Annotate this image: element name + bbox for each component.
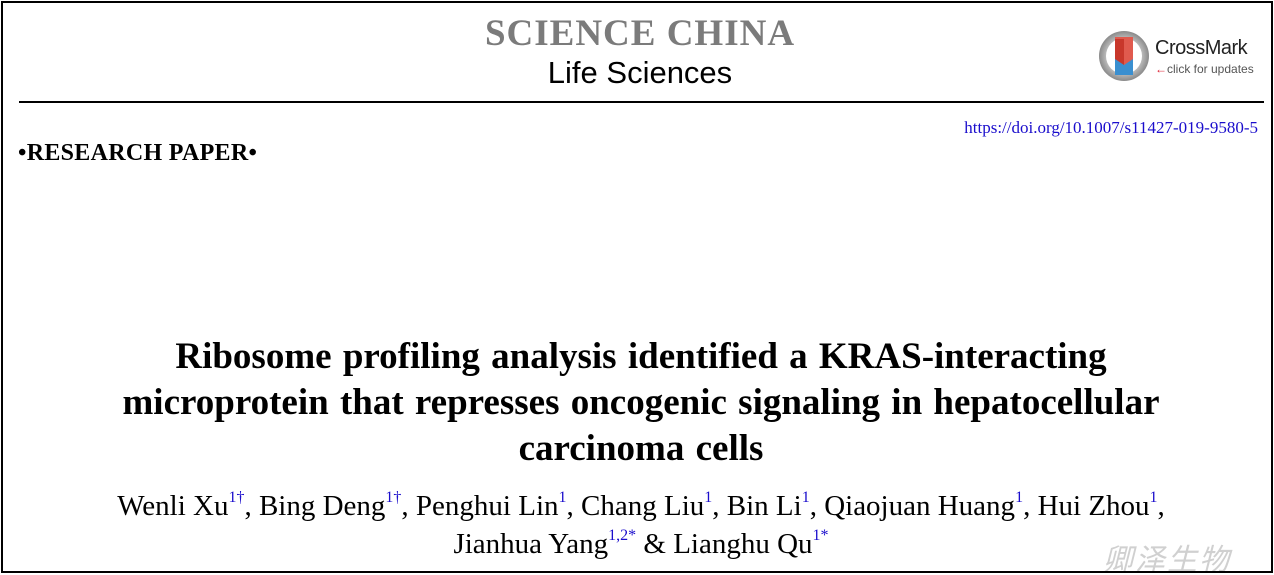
author-line: Wenli Xu1†, Bing Deng1†, Penghui Lin1, C…: [43, 487, 1239, 525]
paper-title-line: carcinoma cells: [518, 428, 764, 469]
watermark: 卿泽生物: [1103, 543, 1231, 573]
paper-title-line: Ribosome profiling analysis identified a…: [175, 336, 1107, 377]
crossmark-subtitle: ←click for updates: [1155, 62, 1254, 76]
affiliation-mark[interactable]: 1: [558, 489, 567, 506]
crossmark-icon: [1099, 31, 1149, 81]
author-line: Jianhua Yang1,2* & Lianghu Qu1*: [43, 525, 1239, 563]
affiliation-mark[interactable]: 1: [801, 489, 810, 506]
author: Penghui Lin1,: [415, 489, 582, 523]
author: Chang Liu1,: [581, 489, 727, 523]
author-list: Wenli Xu1†, Bing Deng1†, Penghui Lin1, C…: [43, 487, 1239, 563]
crossmark-badge[interactable]: CrossMark ←click for updates: [1097, 29, 1267, 85]
affiliation-mark[interactable]: 1†: [228, 489, 245, 506]
author: Jianhua Yang1,2* &: [453, 527, 674, 561]
affiliation-mark[interactable]: 1*: [812, 527, 829, 544]
author: Qiaojuan Huang1,: [824, 489, 1038, 523]
author: Bing Deng1†,: [258, 489, 416, 523]
header-rule: [19, 101, 1264, 103]
paper-title-line: microprotein that represses oncogenic si…: [122, 382, 1160, 423]
affiliation-mark[interactable]: 1: [1015, 489, 1024, 506]
affiliation-mark[interactable]: 1†: [385, 489, 402, 506]
journal-section: Life Sciences: [547, 55, 733, 90]
paper-title: Ribosome profiling analysis identified a…: [43, 334, 1239, 472]
crossmark-subtitle-text: click for updates: [1167, 62, 1254, 76]
author: Lianghu Qu1*: [673, 527, 829, 561]
crossmark-title: CrossMark: [1155, 37, 1248, 59]
journal-name: SCIENCE CHINA: [484, 13, 796, 54]
paper-type: •RESEARCH PAPER•: [18, 140, 258, 166]
author: Bin Li1,: [726, 489, 825, 523]
doi-link[interactable]: https://doi.org/10.1007/s11427-019-9580-…: [964, 118, 1258, 137]
affiliation-mark[interactable]: 1,2*: [608, 527, 637, 544]
author: Hui Zhou1,: [1037, 489, 1165, 523]
author: Wenli Xu1†,: [117, 489, 259, 523]
affiliation-mark[interactable]: 1: [704, 489, 713, 506]
affiliation-mark[interactable]: 1: [1149, 489, 1158, 506]
left-arrow-icon: ←: [1155, 62, 1167, 76]
